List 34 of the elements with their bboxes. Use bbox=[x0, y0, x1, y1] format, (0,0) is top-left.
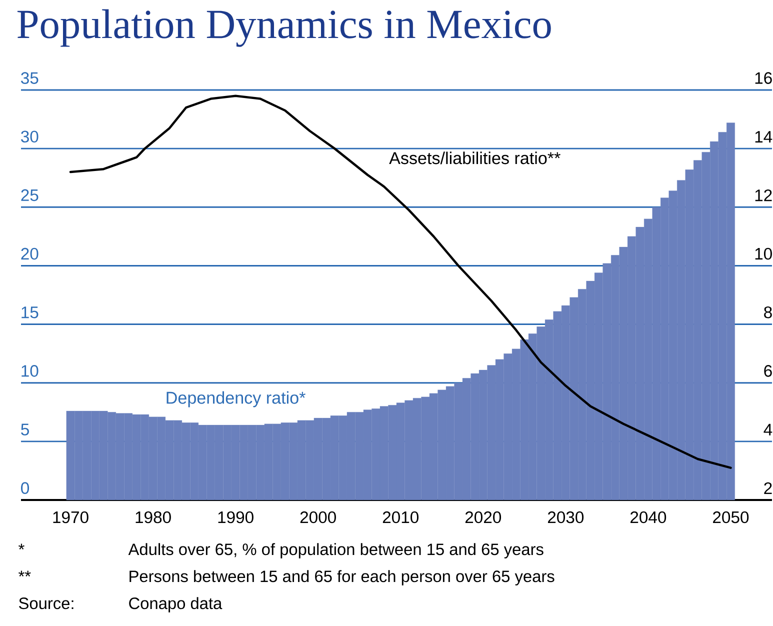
text: Conapo data bbox=[129, 597, 222, 612]
y-tick-label: 35 bbox=[21, 72, 38, 84]
chart-title: Population Dynamics in Mexico bbox=[17, 9, 551, 47]
series-label: Dependency ratio* bbox=[166, 391, 306, 408]
x-tick-label: 2030 bbox=[548, 511, 584, 524]
text: * bbox=[18, 544, 24, 550]
y2-tick-label: 8 bbox=[764, 306, 772, 318]
source-note: Source: bbox=[19, 598, 74, 610]
x-tick-label: 2020 bbox=[465, 511, 502, 524]
y2-tick-label: 10 bbox=[755, 248, 772, 260]
x-tick-label: 2050 bbox=[713, 511, 749, 524]
y-tick-label: 10 bbox=[22, 365, 38, 377]
x-tick-label: 1970 bbox=[53, 511, 88, 524]
y2-tick-label: 4 bbox=[764, 424, 772, 436]
y-tick-label: 15 bbox=[22, 306, 38, 318]
x-tick-label: 2040 bbox=[630, 511, 666, 524]
y-tick-label: 0 bbox=[21, 482, 29, 494]
text: Persons between 15 and 65 for each person over 65 years bbox=[130, 570, 554, 586]
y2-tick-label: 16 bbox=[755, 72, 772, 84]
y-tick-label: 5 bbox=[21, 424, 29, 436]
x-tick-label: 1990 bbox=[218, 511, 254, 524]
x-tick-label: 1980 bbox=[136, 511, 171, 524]
text: Adults over 65, % of population between 15 and 65 years bbox=[128, 543, 544, 558]
y2-tick-label: 14 bbox=[755, 131, 772, 143]
text: ** bbox=[18, 570, 31, 576]
x-tick-label: 2010 bbox=[382, 511, 419, 524]
series-label: Assets/liabilities ratio** bbox=[389, 152, 560, 164]
y-tick-label: 25 bbox=[21, 189, 38, 202]
x-tick-label: 2000 bbox=[300, 511, 336, 524]
y2-tick-label: 12 bbox=[755, 189, 772, 202]
y-tick-label: 30 bbox=[21, 130, 38, 143]
y2-tick-label: 2 bbox=[764, 482, 772, 494]
y-tick-label: 20 bbox=[21, 248, 38, 260]
y2-tick-label: 6 bbox=[764, 365, 772, 377]
